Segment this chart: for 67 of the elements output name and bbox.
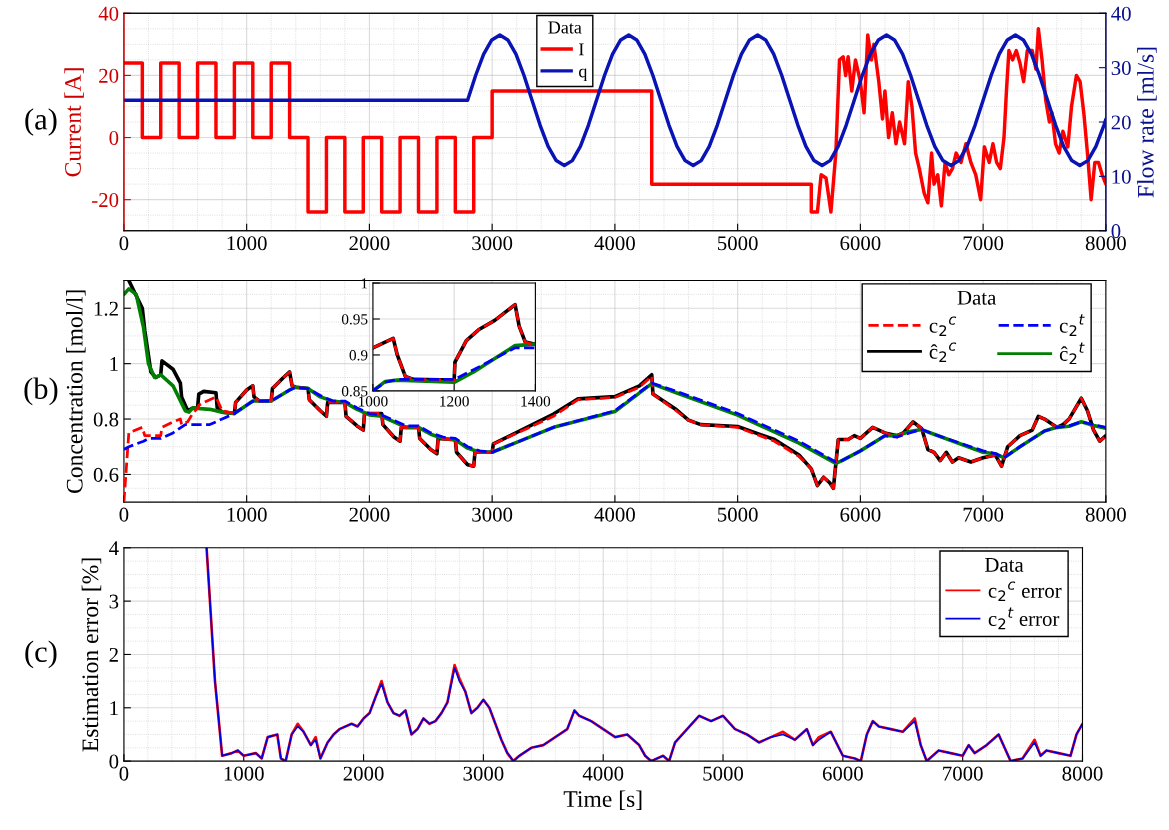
y2-tick-label: 10 [1112, 169, 1131, 184]
x-tick-label: 6000 [840, 236, 881, 251]
x-tick-label: 4000 [594, 236, 635, 251]
text: (c) [25, 640, 57, 669]
y-tick-label: 1 [110, 701, 118, 716]
legend-label: c$_{2}$$^{t}$ error [988, 607, 1060, 630]
y-tick-label: 20 [99, 68, 119, 83]
x-tick-label: 6000 [840, 507, 881, 522]
y-axis-title: Current [A] [64, 68, 84, 177]
y-tick-label: 0.85 [341, 386, 368, 397]
y-tick-label: 0.6 [93, 467, 119, 482]
y-axis-title: Estimation error [%] [81, 558, 102, 752]
y-tick-label: 40 [98, 6, 119, 21]
x-tick-label: 5000 [718, 236, 758, 251]
x-tick-label: 1000 [227, 236, 267, 251]
legend-label: c$_{2}$$^{t}$ [1059, 314, 1085, 336]
x-tick-label: 2000 [343, 766, 384, 781]
y-tick-label: 2 [109, 647, 118, 662]
legend-title: Data [984, 558, 1024, 572]
y-tick-label: 0.9 [349, 350, 368, 361]
x-tick-label: 5000 [718, 507, 758, 522]
x-tick-label: 2000 [349, 507, 390, 522]
y2-tick-label: 40 [1111, 6, 1131, 21]
x-tick-label: 3000 [472, 236, 513, 251]
x-tick-label: 8000 [1085, 236, 1126, 251]
y-tick-label: 4 [109, 541, 119, 556]
x-tick-label: 1000 [358, 396, 388, 407]
x-tick-label: 2000 [349, 236, 390, 251]
x-tick-label: 1000 [224, 766, 264, 781]
legend-label: q [579, 68, 588, 82]
x-axis-title: Time [s] [563, 790, 642, 810]
legend-label: c$_{2}$$^{c}$ error [988, 581, 1062, 602]
y2-tick-label: 0 [1111, 224, 1121, 239]
y-tick-label: -20 [92, 193, 119, 208]
x-tick-label: 1200 [440, 396, 469, 407]
x-tick-label: 7000 [943, 766, 983, 781]
x-tick-label: 1400 [521, 396, 551, 407]
y-tick-label: 0.95 [341, 314, 368, 325]
text: (a) [25, 108, 57, 136]
y2-tick-label: 30 [1111, 61, 1131, 76]
x-tick-label: 7000 [963, 507, 1004, 522]
x-tick-label: 4000 [582, 766, 624, 781]
x-tick-label: 1000 [227, 507, 267, 522]
y-tick-label: 0.8 [93, 412, 119, 427]
x-tick-label: 8000 [1085, 507, 1126, 522]
legend-title: Data [957, 290, 997, 305]
x-tick-label: 7000 [963, 236, 1004, 251]
x-tick-label: 3000 [463, 766, 504, 781]
y2-tick-label: 20 [1111, 115, 1131, 130]
x-tick-label: 5000 [703, 766, 744, 781]
text: (b) [24, 377, 58, 406]
y-tick-label: 3 [109, 594, 119, 609]
legend-label: c$_{2}$$^{c}$ [929, 316, 957, 337]
y-tick-label: 1.2 [94, 301, 118, 316]
x-tick-label: 6000 [822, 766, 863, 781]
legend-label: I [579, 43, 584, 56]
x-tick-label: 8000 [1062, 766, 1103, 781]
legend-title: Data [548, 21, 582, 34]
legend-label: ĉ$_{2}$$^{t}$ [1059, 342, 1085, 365]
legend-label: ĉ$_{2}$$^{c}$ [929, 342, 957, 363]
y2-axis-title: Flow rate [ml/s] [1137, 47, 1157, 198]
y-tick-label: 1 [110, 357, 118, 371]
y-tick-label: 0 [109, 130, 119, 145]
y-axis-title: Concentration [mol/l] [66, 290, 86, 493]
x-tick-label: 4000 [594, 507, 635, 522]
y-tick-label: 0 [109, 754, 119, 769]
x-tick-label: 3000 [472, 507, 513, 522]
